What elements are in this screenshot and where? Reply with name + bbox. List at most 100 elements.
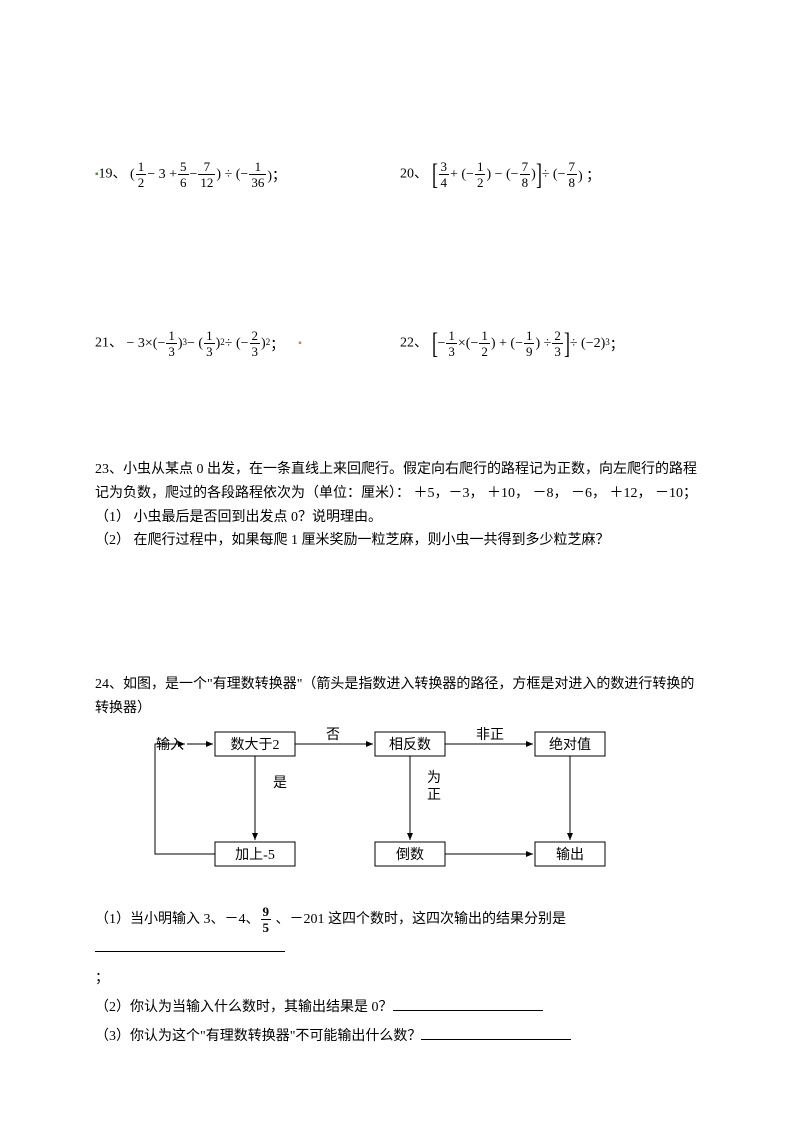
- q23-sub2: （2） 在爬行过程中，如果每爬 1 厘米奖励一粒芝麻，则小虫一共得到多少粒芝麻？: [95, 529, 705, 553]
- frac-num: 1: [136, 160, 147, 174]
- frac-num: 1: [446, 329, 457, 343]
- q20: 20、 [ 34 + (− 12 ) − (− 78) ] ÷ (− 78 ) …: [400, 160, 705, 189]
- frac-num: 1: [253, 160, 264, 174]
- frac-num: 7: [520, 160, 531, 174]
- lbracket: [: [432, 164, 438, 185]
- q21: 21、 − 3×(− 13)3 − ( 13)2 ÷ (− 23)2 ； ▪: [95, 329, 400, 358]
- frac-den: 3: [166, 343, 177, 358]
- flow-label-pos2: 正: [427, 788, 441, 803]
- q24-a1-post: 、－201 这四个数时，这四次输出的结果分别是: [272, 912, 566, 927]
- q24-answers: （1）当小明输入 3、－4、95 、－201 这四个数时，这四次输出的结果分别是…: [95, 905, 705, 1052]
- frac-num: 5: [178, 160, 189, 174]
- op: )；: [267, 165, 286, 185]
- q21-num: 21、: [95, 336, 123, 351]
- q22-formula: [ − 13 ×(− 12 ) + (− 19 ) ÷ 23 ] ÷ (−2)3…: [432, 329, 624, 358]
- q24-a2: （2）你认为当输入什么数时，其输出结果是 0？: [95, 993, 705, 1022]
- q22-num: 22、: [400, 336, 428, 351]
- frac-den: 8: [520, 174, 531, 189]
- frac-den: 3: [250, 343, 261, 358]
- frac-den: 8: [567, 174, 578, 189]
- op: − (: [187, 336, 203, 352]
- flow-label-pos1: 为: [427, 770, 441, 786]
- frac-den: 5: [261, 919, 272, 934]
- q21-formula: − 3×(− 13)3 − ( 13)2 ÷ (− 23)2 ；: [127, 329, 285, 358]
- frac-num: 1: [479, 329, 490, 343]
- frac-num: 2: [250, 329, 261, 343]
- op: ) + (−: [491, 336, 523, 352]
- rbracket: ]: [564, 333, 570, 354]
- frac-den: 6: [178, 174, 189, 189]
- q24-a1-end: ；: [95, 964, 705, 993]
- op: ×(−: [458, 336, 478, 352]
- flow-abs: 绝对值: [549, 737, 591, 753]
- q19-num: 19、: [99, 167, 127, 182]
- flow-gt2: 数大于2: [231, 737, 280, 753]
- frac-num: 1: [524, 329, 535, 343]
- math-row-2: 21、 − 3×(− 13)3 − ( 13)2 ÷ (− 23)2 ； ▪ 2…: [95, 329, 705, 358]
- flow-label-no: 否: [326, 728, 340, 743]
- flow-output: 输出: [556, 847, 584, 863]
- flow-label-yes: 是: [273, 776, 287, 791]
- op: ) − (−: [486, 167, 518, 183]
- frac-den: 4: [439, 174, 450, 189]
- flowchart-svg: 数大于2 相反数 绝对值 加上-5 倒数 输出 输入 否: [115, 727, 675, 887]
- exp: 2: [266, 337, 271, 347]
- op: ) ÷ (−: [216, 167, 248, 183]
- q19: ▪19、 (12 − 3 + 56 − 712 ) ÷ (− 136 )；: [95, 160, 400, 189]
- q24-a3: （3）你认为这个"有理数转换器"不可能输出什么数？: [95, 1022, 705, 1051]
- frac-den: 3: [204, 343, 215, 358]
- q23-sub1: （1） 小虫最后是否回到出发点 0？说明理由。: [95, 506, 705, 530]
- flow-input: 输入: [156, 737, 184, 753]
- op: ) ÷: [535, 336, 551, 352]
- op: ) ；: [578, 165, 600, 185]
- op: ；: [270, 334, 284, 354]
- flow-recip: 倒数: [396, 847, 424, 863]
- frac-num: 1: [475, 160, 486, 174]
- frac-den: 12: [198, 174, 215, 189]
- q24-a3-text: （3）你认为这个"有理数转换器"不可能输出什么数？: [95, 1029, 421, 1044]
- exp: 2: [220, 337, 225, 347]
- op: −: [438, 336, 446, 352]
- op: ÷ (−: [225, 336, 249, 352]
- q24-a1: （1）当小明输入 3、－4、95 、－201 这四个数时，这四次输出的结果分别是: [95, 905, 705, 964]
- blank-line: [421, 1025, 571, 1040]
- q23-intro: 23、小虫从某点 0 出发，在一条直线上来回爬行。假定向右爬行的路程记为正数，向…: [95, 458, 705, 506]
- q24-a1-pre: （1）当小明输入 3、－4、: [95, 912, 260, 927]
- frac-den: 3: [552, 343, 563, 358]
- exp: 3: [183, 337, 188, 347]
- flow-add5: 加上-5: [235, 847, 275, 863]
- flow-opposite: 相反数: [389, 737, 431, 753]
- frac-den: 36: [249, 174, 266, 189]
- blank-line: [393, 996, 543, 1011]
- rbracket: ]: [536, 164, 542, 185]
- frac-num: 2: [552, 329, 563, 343]
- op: ÷ (−2): [570, 336, 605, 352]
- q20-num: 20、: [400, 167, 428, 182]
- frac-num: 1: [166, 329, 177, 343]
- flowchart: 数大于2 相反数 绝对值 加上-5 倒数 输出 输入 否: [115, 727, 705, 887]
- flow-label-nonpos: 非正: [476, 727, 504, 743]
- q19-formula: (12 − 3 + 56 − 712 ) ÷ (− 136 )；: [130, 160, 286, 189]
- frac-num: 1: [204, 329, 215, 343]
- q22: 22、 [ − 13 ×(− 12 ) + (− 19 ) ÷ 23 ] ÷ (…: [400, 329, 705, 358]
- q23: 23、小虫从某点 0 出发，在一条直线上来回爬行。假定向右爬行的路程记为正数，向…: [95, 458, 705, 553]
- frac-den: 9: [524, 343, 535, 358]
- op: ；: [610, 334, 624, 354]
- frac-den: 3: [446, 343, 457, 358]
- frac-num: 7: [567, 160, 578, 174]
- page-container: ▪19、 (12 − 3 + 56 − 712 ) ÷ (− 136 )； 20…: [0, 0, 800, 1132]
- q24-a2-text: （2）你认为当输入什么数时，其输出结果是 0？: [95, 1000, 393, 1015]
- dot-marker: ▪: [298, 338, 302, 349]
- blank-line: [95, 937, 285, 952]
- op: − 3×(−: [127, 336, 166, 352]
- q24-intro: 24、如图，是一个"有理数转换器"（箭头是指数进入转换器的路径，方框是对进入的数…: [95, 673, 705, 721]
- frac-num: 3: [439, 160, 450, 174]
- op: ÷ (−: [542, 167, 566, 183]
- op: − 3 +: [147, 167, 177, 183]
- q20-formula: [ 34 + (− 12 ) − (− 78) ] ÷ (− 78 ) ；: [432, 160, 601, 189]
- op: −: [190, 167, 198, 183]
- frac-den: 2: [475, 174, 486, 189]
- frac-num: 7: [202, 160, 213, 174]
- math-row-1: ▪19、 (12 − 3 + 56 − 712 ) ÷ (− 136 )； 20…: [95, 160, 705, 189]
- frac-den: 2: [479, 343, 490, 358]
